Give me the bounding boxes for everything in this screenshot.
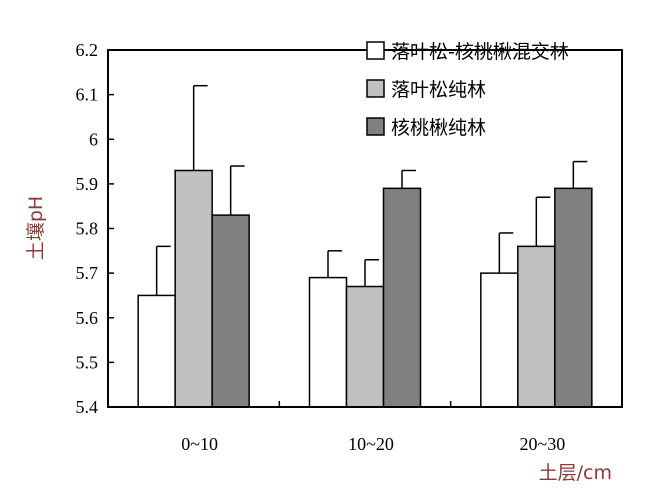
x-tick-label: 0~10 xyxy=(181,434,218,454)
y-tick-label: 5.5 xyxy=(76,352,99,372)
y-tick-label: 5.9 xyxy=(76,174,99,194)
bar xyxy=(480,272,519,408)
y-tick-label: 5.4 xyxy=(76,397,99,417)
legend-swatch xyxy=(366,117,385,136)
legend-label: 落叶松-核桃楸混交林 xyxy=(391,41,569,63)
y-tick-label: 5.6 xyxy=(76,308,99,328)
x-axis-title: 土层/cm xyxy=(539,462,612,484)
y-tick-label: 5.7 xyxy=(76,263,99,283)
legend-swatch xyxy=(366,41,385,60)
y-tick-label: 6.2 xyxy=(76,40,99,60)
bar xyxy=(137,294,176,408)
x-tick-label: 20~30 xyxy=(519,434,565,454)
bars-layer xyxy=(137,169,593,408)
legend-label: 核桃楸纯林 xyxy=(391,117,486,139)
ticks-layer: 5.4 5.5 5.6 5.7 5.8 5.9 6 6.1 6.2 0~10 10~20 20~30 xyxy=(76,40,566,454)
bar xyxy=(554,187,593,408)
bar xyxy=(345,285,385,408)
bar xyxy=(517,245,556,408)
x-tick-label: 10~20 xyxy=(348,434,394,454)
bar xyxy=(211,214,250,408)
y-axis-title: 土壤pH xyxy=(25,196,47,260)
bar xyxy=(382,187,422,408)
bar xyxy=(308,276,348,408)
bar xyxy=(174,169,213,408)
error-bars-layer xyxy=(155,84,588,296)
y-tick-label: 5.8 xyxy=(76,219,99,239)
y-tick-label: 6 xyxy=(89,129,98,149)
legend-label: 落叶松纯林 xyxy=(391,79,486,101)
legend-swatch xyxy=(366,79,385,98)
y-tick-label: 6.1 xyxy=(76,85,99,105)
